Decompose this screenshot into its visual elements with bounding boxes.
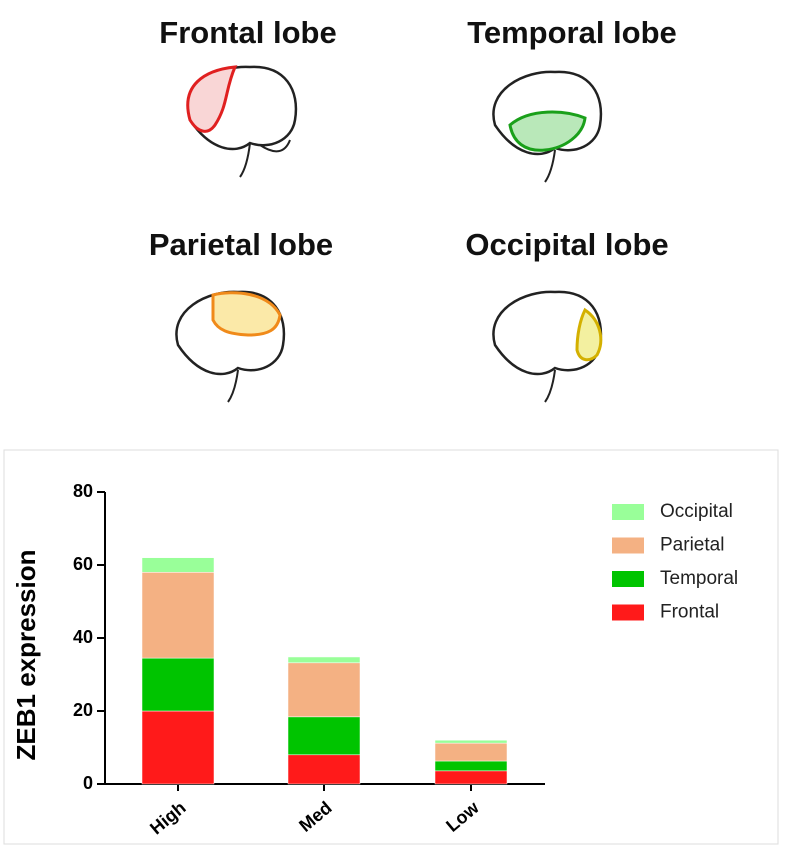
x-tick-label: Med: [295, 797, 335, 835]
bar-segment: [434, 770, 508, 785]
y-tick-label: 20: [73, 700, 93, 720]
brain-occipital: [492, 290, 603, 403]
brain-temporal: [492, 70, 603, 183]
y-tick-label: 0: [83, 773, 93, 793]
y-axis-label: ZEB1 expression: [11, 550, 41, 761]
brain-frontal: [186, 65, 298, 178]
lobe-label: Occipital lobe: [465, 227, 668, 262]
y-tick-label: 60: [73, 554, 93, 574]
x-tick-label: High: [146, 797, 189, 838]
lobe-label: Frontal lobe: [159, 15, 336, 50]
legend-swatch: [612, 537, 644, 554]
bar-segment: [287, 716, 361, 756]
x-tick-label: Low: [442, 797, 483, 836]
legend-label: Frontal: [660, 602, 719, 623]
legend-swatch: [612, 604, 644, 621]
lobe-label: Parietal lobe: [149, 227, 333, 262]
bar-segment: [434, 739, 508, 744]
bar-segment: [141, 572, 215, 659]
lobe-label: Temporal lobe: [467, 15, 677, 50]
chart: ZEB1 expression 0 20 40 60 80 High Med Low Front…: [11, 481, 738, 839]
legend-label: Occipital: [660, 501, 733, 522]
legend-label: Parietal: [660, 535, 724, 556]
bar-segment: [287, 662, 361, 718]
y-tick-label: 80: [73, 481, 93, 501]
bar-segment: [141, 557, 215, 573]
legend-swatch: [612, 504, 644, 520]
bar-segment: [434, 760, 508, 772]
brain-parietal: [175, 290, 286, 403]
legend-swatch: [612, 571, 644, 587]
bar-segment: [434, 742, 508, 762]
bar-segment: [141, 710, 215, 785]
y-tick-label: 40: [73, 627, 93, 647]
legend-label: Temporal: [660, 568, 738, 589]
bar-segment: [141, 657, 215, 712]
bar-segment: [287, 754, 361, 785]
bar-segment: [287, 656, 361, 664]
chart-frame: [3, 449, 779, 845]
